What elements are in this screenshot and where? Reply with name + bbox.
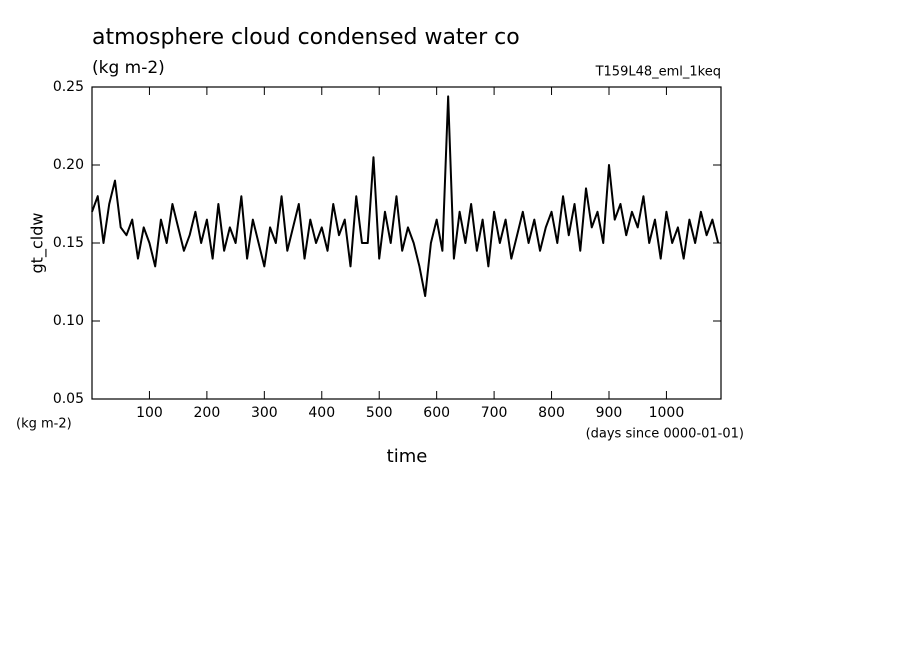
x-tick-label: 1000 (649, 405, 685, 421)
x-tick-label: 800 (538, 405, 565, 421)
run-label: T159L48_eml_1keq (595, 65, 721, 80)
x-tick-label: 300 (251, 405, 278, 421)
y-axis-unit: (kg m-2) (16, 417, 72, 432)
chart-subtitle: (kg m-2) (92, 58, 165, 78)
y-tick-label: 0.10 (53, 313, 84, 329)
x-axis-unit: (days since 0000-01-01) (586, 427, 744, 442)
x-tick-label: 500 (366, 405, 393, 421)
x-tick-label: 700 (481, 405, 508, 421)
y-tick-label: 0.25 (53, 79, 84, 95)
data-line (91, 95, 720, 298)
x-tick-label: 600 (423, 405, 450, 421)
x-tick-label: 400 (308, 405, 335, 421)
x-tick-label: 900 (596, 405, 623, 421)
x-axis-label: time (387, 446, 428, 467)
x-tick-label: 200 (194, 405, 221, 421)
chart-title: atmosphere cloud condensed water co (92, 25, 520, 50)
y-tick-label: 0.20 (53, 157, 84, 173)
x-tick-label: 100 (136, 405, 163, 421)
y-tick-label: 0.05 (53, 391, 84, 407)
y-axis-label: gt_cldw (28, 213, 48, 274)
y-tick-label: 0.15 (53, 235, 84, 251)
